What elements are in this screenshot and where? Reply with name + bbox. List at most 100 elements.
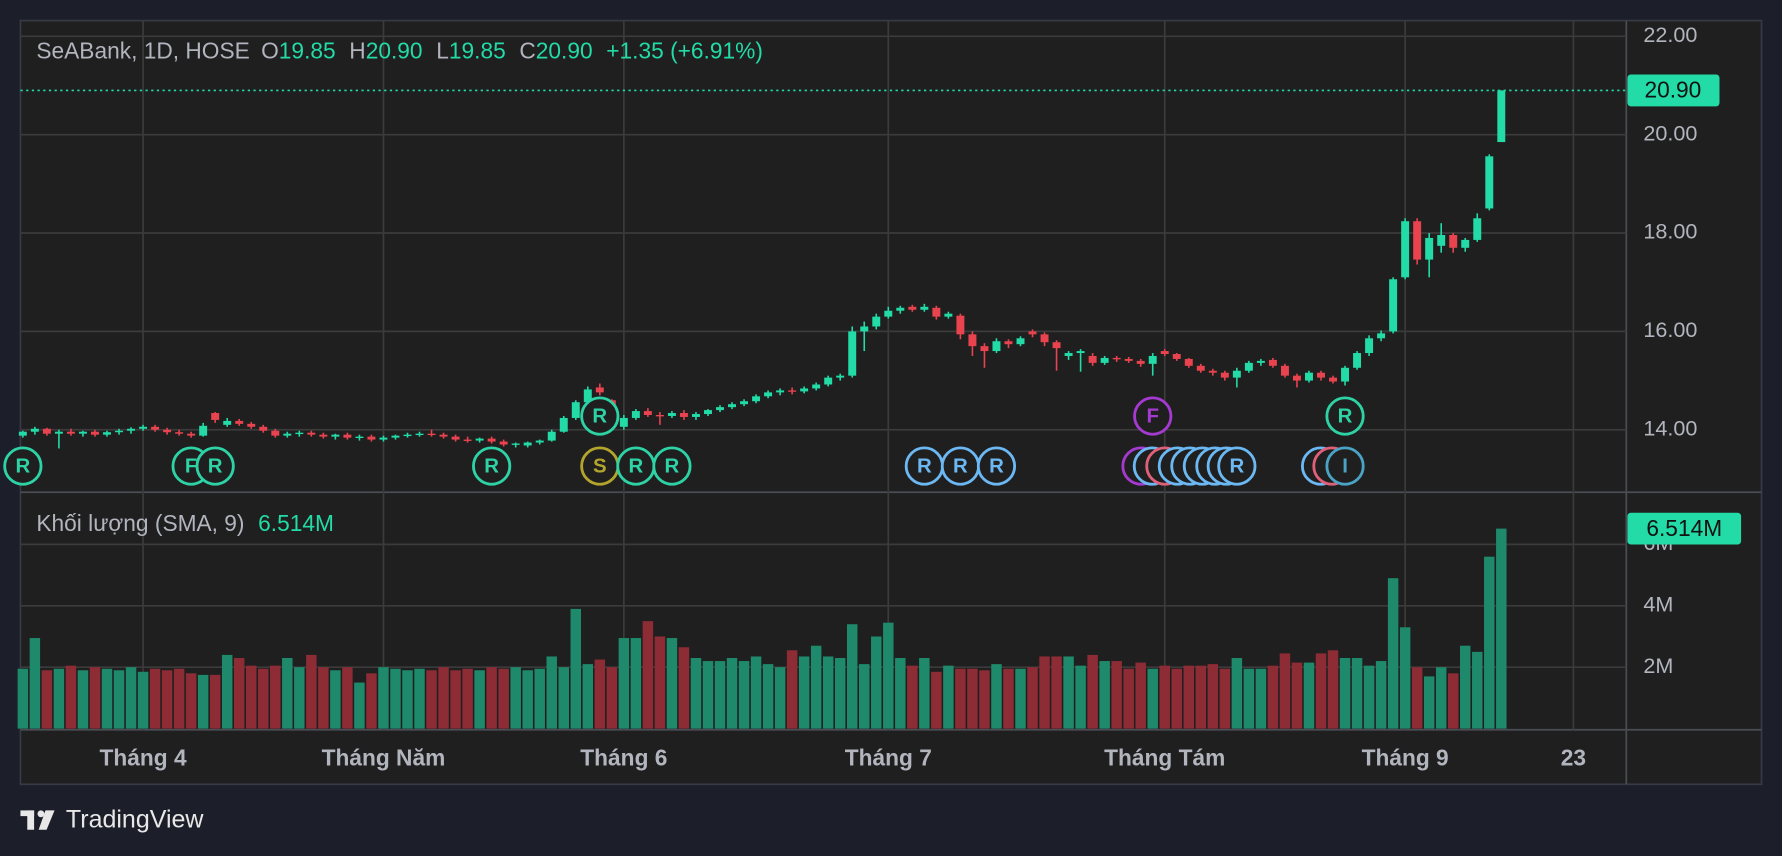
- candle-body: [1016, 338, 1025, 345]
- volume-bar: [1255, 668, 1267, 729]
- candle-body: [391, 435, 400, 438]
- candle-body: [752, 396, 761, 402]
- candle-body: [980, 346, 989, 352]
- volume-bar: [726, 657, 738, 729]
- candle-body: [728, 404, 737, 408]
- candle-body: [896, 307, 905, 311]
- candle-body: [932, 307, 941, 317]
- candle-body: [1112, 357, 1121, 360]
- brand-logo: [20, 810, 55, 830]
- candle-body: [1341, 367, 1350, 382]
- candle-body: [872, 316, 881, 327]
- volume-bar: [1447, 673, 1459, 729]
- volume-bar: [738, 661, 750, 729]
- event-label: R: [484, 455, 499, 478]
- legend-key: O: [261, 37, 279, 63]
- volume-bar: [931, 671, 942, 729]
- candle-body: [788, 390, 797, 392]
- volume-bar: [1496, 528, 1507, 729]
- symbol: SeABank, 1D, HOSE: [36, 37, 249, 63]
- candle-body: [523, 442, 532, 446]
- volume-bar: [1460, 645, 1471, 729]
- candle-body: [1377, 333, 1386, 339]
- candle-body: [1124, 358, 1133, 361]
- candle-body: [1292, 375, 1301, 381]
- x-tick-label: Tháng 4: [100, 744, 187, 770]
- candle-body: [511, 443, 520, 445]
- candle-body: [691, 414, 700, 417]
- y-tick-label: 14.00: [1643, 415, 1697, 440]
- volume-bar: [822, 656, 834, 729]
- candle-body: [151, 426, 160, 430]
- volume-bar: [654, 636, 666, 729]
- candle-body: [583, 389, 592, 403]
- candle-body: [199, 425, 208, 436]
- event-marker: [472, 446, 512, 486]
- event-label: R: [917, 455, 932, 478]
- candle-body: [547, 431, 556, 441]
- event-marker: [580, 396, 620, 436]
- candle-body: [331, 434, 340, 437]
- volume-bar: [450, 670, 461, 729]
- candle-body: [1317, 372, 1325, 378]
- volume-bar: [666, 638, 678, 729]
- candle-body: [319, 434, 328, 437]
- candle-body: [667, 413, 676, 416]
- candle-body: [259, 426, 268, 431]
- volume-bar: [1147, 668, 1158, 729]
- candle-body: [619, 417, 628, 427]
- legend-key: L: [436, 37, 449, 63]
- volume-bar: [1279, 653, 1291, 729]
- volume-bar: [702, 661, 714, 729]
- volume-bar: [750, 656, 762, 729]
- volume-bar: [390, 668, 401, 729]
- candle-body: [247, 423, 256, 427]
- volume-bar: [630, 638, 642, 729]
- x-tick-label: Tháng 7: [845, 744, 932, 770]
- volume-bar: [678, 647, 690, 729]
- candle-body: [139, 426, 148, 429]
- volume-bar: [690, 657, 702, 729]
- candle-body: [908, 306, 917, 310]
- volume-bar: [1399, 627, 1411, 729]
- volume-bar: [883, 622, 894, 729]
- volume-bar: [221, 654, 233, 729]
- candle-body: [1280, 365, 1289, 376]
- candle-body: [1461, 239, 1470, 248]
- volume-bar: [1123, 668, 1134, 729]
- event-label: R: [953, 455, 968, 478]
- candle-body: [1329, 377, 1337, 382]
- volume-bar: [786, 650, 798, 729]
- volume-bar: [426, 670, 437, 729]
- candle-body: [1413, 221, 1422, 260]
- volume-bar: [402, 670, 413, 729]
- candle-body: [1040, 334, 1049, 343]
- candle-body: [836, 375, 845, 378]
- volume-bar: [125, 667, 137, 729]
- volume-bar: [318, 667, 329, 729]
- volume-bar: [209, 674, 221, 729]
- volume-bar: [438, 667, 449, 729]
- candle-body: [295, 432, 304, 435]
- candle-body: [920, 306, 929, 310]
- candle-body: [355, 436, 364, 439]
- volume-bar: [1411, 667, 1423, 729]
- volume-bar: [570, 608, 581, 729]
- candle-body: [487, 438, 496, 442]
- volume-bar: [137, 671, 149, 729]
- volume-bar: [1111, 661, 1122, 729]
- volume-bar: [919, 657, 930, 729]
- volume-bar: [1051, 656, 1062, 729]
- candle-body: [283, 433, 292, 436]
- candle-body: [1244, 362, 1253, 371]
- candle-body: [800, 388, 809, 392]
- volume-bar: [1027, 667, 1038, 729]
- volume-bar: [522, 670, 533, 729]
- candle-body: [1389, 279, 1398, 332]
- volume-bar: [618, 638, 630, 729]
- event-marker: [1325, 396, 1365, 436]
- volume-bar: [1039, 656, 1050, 729]
- event-label: R: [665, 455, 680, 478]
- volume-bar: [282, 657, 293, 729]
- candle-body: [1401, 221, 1410, 278]
